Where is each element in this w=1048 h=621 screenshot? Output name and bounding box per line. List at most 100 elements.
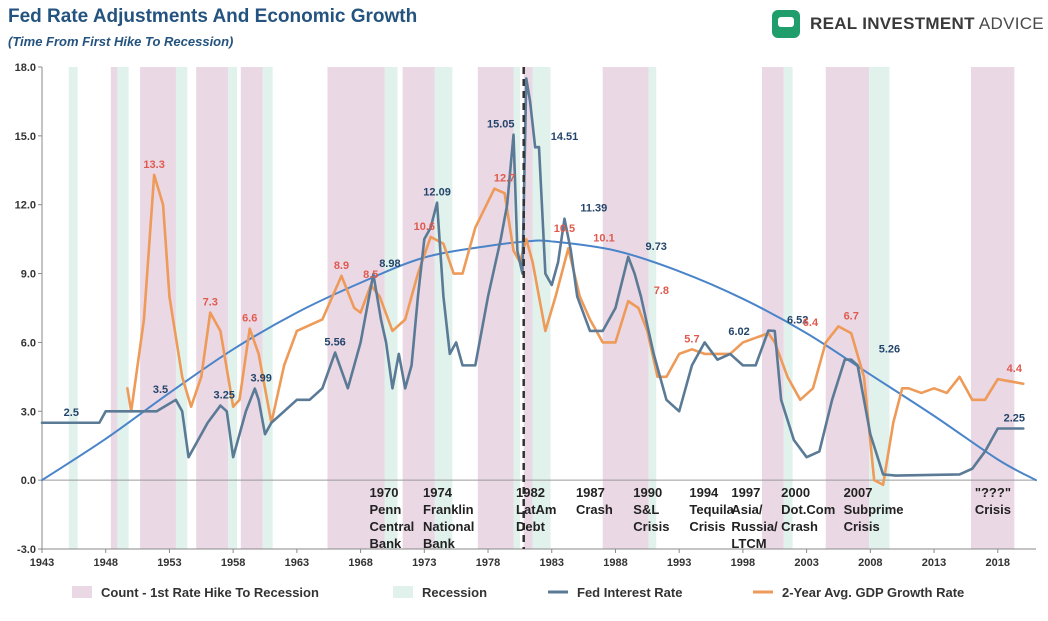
y-tick-label: 0.0	[21, 475, 36, 487]
legend-label: 2-Year Avg. GDP Growth Rate	[782, 585, 964, 600]
x-tick-label: 1948	[93, 557, 117, 569]
x-tick-label: 1953	[157, 557, 181, 569]
crisis-annotation: 2007	[844, 485, 873, 500]
y-tick-label: 18.0	[15, 62, 36, 74]
crisis-annotation: 1974	[423, 485, 453, 500]
gdp-growth-label: 6.7	[844, 310, 859, 322]
crisis-annotation: Crisis	[844, 519, 880, 534]
crisis-annotation: Crisis	[633, 519, 669, 534]
crisis-annotation: Central	[370, 519, 415, 534]
shaded-bands	[68, 67, 1015, 549]
recession-band	[783, 67, 793, 549]
fed-rate-label: 5.56	[324, 337, 345, 349]
crisis-annotation: 1982	[516, 485, 545, 500]
fed-rate-label: 2.5	[64, 407, 79, 419]
fed-rate-label: 12.09	[423, 187, 451, 199]
crisis-annotation: 1997	[731, 485, 760, 500]
x-tick-label: 1968	[348, 557, 372, 569]
recession-band	[513, 67, 520, 549]
crisis-annotation: Bank	[423, 536, 456, 551]
x-tick-label: 1993	[667, 557, 691, 569]
fed-rate-label: 6.02	[728, 326, 749, 338]
fed-rate-label: 8.98	[379, 258, 400, 270]
y-tick-label: 3.0	[21, 406, 36, 418]
gdp-growth-label: 8.9	[334, 260, 349, 272]
crisis-annotation: 1987	[576, 485, 605, 500]
hike-band	[240, 67, 263, 549]
gdp-growth-label: 7.8	[654, 285, 669, 297]
recession-band	[384, 67, 398, 549]
gdp-growth-label: 6.6	[242, 313, 257, 325]
crisis-annotation: 2000	[781, 485, 810, 500]
crisis-annotation: Crisis	[975, 502, 1011, 517]
legend-label: Fed Interest Rate	[577, 585, 682, 600]
recession-band	[869, 67, 890, 549]
fed-rate-label: 9.73	[646, 241, 667, 253]
legend-swatch-recession	[393, 586, 413, 598]
gdp-growth-label: 8.5	[363, 269, 378, 281]
hike-band	[825, 67, 870, 549]
crisis-annotation: 1990	[633, 485, 662, 500]
fed-rate-label: 15.05	[487, 119, 515, 131]
fed-rate-label: 14.51	[551, 131, 579, 143]
brand-logo: REAL INVESTMENT ADVICE	[772, 10, 1044, 42]
gdp-growth-label: 12.7	[494, 173, 515, 185]
hike-band	[971, 67, 1015, 549]
crisis-annotation: Franklin	[423, 502, 474, 517]
crisis-annotation: Crash	[576, 502, 613, 517]
y-tick-label: 6.0	[21, 337, 36, 349]
y-tick-label: 12.0	[15, 200, 36, 212]
gdp-growth-label: 13.3	[143, 159, 164, 171]
gdp-growth-line	[126, 173, 1025, 487]
x-tick-label: 1958	[221, 557, 245, 569]
x-tick-label: 1988	[603, 557, 627, 569]
x-tick-label: 1943	[30, 557, 54, 569]
crisis-annotation: Debt	[516, 519, 546, 534]
legend-label: Recession	[422, 585, 487, 600]
crisis-annotation: Penn	[370, 502, 402, 517]
fed-rate-line	[40, 77, 1025, 477]
crisis-annotation: 1970	[370, 485, 399, 500]
fed-rate-label: 5.26	[879, 343, 900, 355]
hike-band	[196, 67, 229, 549]
gdp-growth-label: 6.4	[803, 317, 819, 329]
fed-rate-label: 2.25	[1004, 413, 1025, 425]
crisis-annotation: 1994	[689, 485, 719, 500]
crisis-annotation: Tequila	[689, 502, 734, 517]
gdp-growth-label: 4.4	[1007, 363, 1023, 375]
x-tick-label: 1973	[412, 557, 436, 569]
crisis-annotation: LatAm	[516, 502, 556, 517]
legend-label: Count - 1st Rate Hike To Recession	[101, 585, 319, 600]
hike-band	[110, 67, 119, 549]
hike-band	[762, 67, 784, 549]
chart-title: Fed Rate Adjustments And Economic Growth	[8, 6, 418, 27]
recession-band	[117, 67, 129, 549]
hike-band	[523, 67, 533, 549]
chat-bubble-icon	[772, 10, 800, 38]
crisis-annotation: Russia/	[731, 519, 778, 534]
x-tick-label: 2008	[858, 557, 882, 569]
crisis-annotation: Crash	[781, 519, 818, 534]
legend-swatch-hike	[72, 586, 92, 598]
recession-band	[68, 67, 78, 549]
crisis-annotation: National	[423, 519, 474, 534]
crisis-annotation: S&L	[633, 502, 659, 517]
recession-band	[262, 67, 273, 549]
chart-subtitle: (Time From First Hike To Recession)	[8, 34, 234, 49]
y-tick-label: 15.0	[15, 131, 36, 143]
crisis-annotation: Crisis	[689, 519, 725, 534]
gdp-growth-label: 10.5	[554, 223, 575, 235]
brand-name-bold: REAL INVESTMENT	[810, 14, 975, 33]
crisis-annotation: Dot.Com	[781, 502, 835, 517]
crisis-annotation: "???"	[975, 485, 1011, 500]
y-tick-label: -3.0	[17, 544, 36, 556]
crisis-annotation: Asia/	[731, 502, 762, 517]
gdp-growth-label: 5.7	[684, 333, 699, 345]
recession-band	[648, 67, 657, 549]
x-tick-label: 1998	[731, 557, 755, 569]
y-tick-label: 9.0	[21, 269, 36, 281]
fed-rate-label: 11.39	[580, 203, 607, 215]
recession-band	[228, 67, 237, 549]
